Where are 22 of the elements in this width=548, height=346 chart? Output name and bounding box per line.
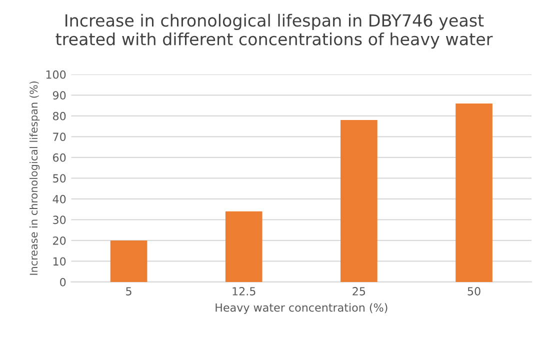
y-tick-label: 90 bbox=[52, 91, 66, 100]
bar bbox=[456, 103, 492, 282]
y-tick-label: 60 bbox=[53, 153, 66, 162]
y-tick-label: 100 bbox=[46, 70, 66, 79]
y-tick-label: 0 bbox=[60, 278, 66, 286]
bar bbox=[225, 211, 262, 282]
y-tick-label: 30 bbox=[53, 216, 66, 224]
y-axis-title: Increase in chronological lifespan (%) bbox=[30, 81, 40, 275]
x-tick-label: 12.5 bbox=[232, 287, 256, 296]
chart-title: Increase in chronological lifespan in DBY746 yeast treated with different concentrations of heavy water bbox=[56, 14, 493, 49]
x-axis-title: Heavy water concentration (%) bbox=[216, 303, 388, 314]
bar bbox=[110, 240, 148, 282]
y-tick-label: 70 bbox=[53, 132, 66, 142]
y-tick-label: 20 bbox=[53, 236, 66, 245]
x-tick-label: 25 bbox=[352, 287, 366, 296]
y-tick-label: 80 bbox=[52, 112, 66, 120]
y-tick-label: 50 bbox=[53, 174, 66, 183]
bar bbox=[340, 120, 378, 282]
x-tick-label: 50 bbox=[468, 287, 480, 296]
y-tick-label: 10 bbox=[53, 257, 66, 266]
x-tick-label: 5 bbox=[126, 287, 132, 296]
y-tick-label: 40 bbox=[52, 194, 66, 204]
